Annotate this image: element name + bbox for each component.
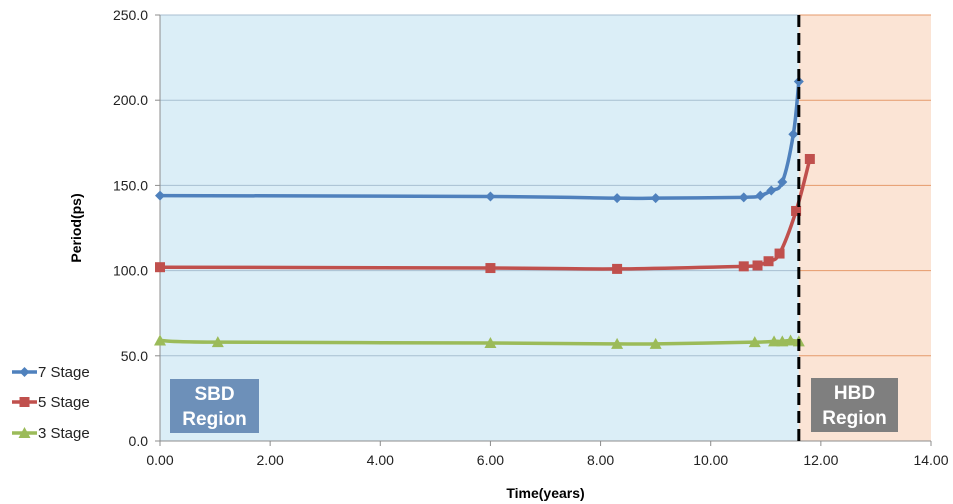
- sbd-region-label: SBD Region: [170, 379, 259, 433]
- region-label-line1: HBD: [834, 383, 875, 404]
- region-label-line2: Region: [182, 409, 246, 430]
- region-label-box: [170, 379, 259, 433]
- data-point: [484, 337, 497, 349]
- y-tick-label: 50.0: [121, 348, 148, 364]
- series-square: [155, 153, 815, 274]
- data-point: [748, 336, 761, 348]
- x-tick-label: 0.00: [146, 452, 173, 468]
- data-point: [784, 334, 797, 346]
- data-point: [155, 262, 165, 273]
- data-point: [485, 191, 496, 202]
- data-point: [755, 190, 766, 201]
- data-point: [752, 260, 763, 271]
- x-tick-label: 10.00: [693, 452, 728, 468]
- region-label-line1: SBD: [194, 384, 234, 405]
- data-point: [154, 334, 166, 346]
- y-tick-label: 250.0: [113, 7, 148, 23]
- region-labels: SBD Region HBD Region: [170, 378, 898, 433]
- data-point: [788, 129, 799, 140]
- x-tick-label: 6.00: [477, 452, 504, 468]
- data-point: [804, 153, 815, 164]
- data-series: [154, 76, 815, 349]
- series-triangle: [154, 334, 805, 349]
- data-point: [738, 192, 749, 203]
- series-diamond: [155, 76, 804, 204]
- x-tick-label: 14.00: [913, 452, 948, 468]
- data-point: [774, 248, 785, 259]
- y-tick-label: 200.0: [113, 92, 148, 108]
- legend-marker: [19, 367, 30, 377]
- y-tick-label: 150.0: [113, 177, 148, 193]
- data-point: [649, 337, 662, 349]
- data-point: [777, 176, 788, 187]
- region-label-box: [811, 378, 898, 432]
- x-axis-title: Time(years): [506, 485, 584, 501]
- data-point: [766, 185, 777, 196]
- gridlines: [160, 14, 931, 357]
- legend-item-triangle: 3 Stage: [12, 425, 90, 442]
- data-point: [768, 335, 781, 347]
- legend-marker: [18, 427, 31, 438]
- x-tick-label: 4.00: [367, 452, 394, 468]
- data-point: [612, 263, 623, 274]
- legend-label: 5 Stage: [38, 394, 90, 411]
- y-tick-label: 100.0: [113, 263, 148, 279]
- data-point: [611, 337, 624, 349]
- x-tick-label: 8.00: [587, 452, 614, 468]
- data-point: [793, 76, 804, 87]
- data-point: [763, 256, 774, 267]
- legend-label: 7 Stage: [38, 364, 90, 381]
- data-point: [612, 193, 623, 204]
- axes: 0.0 50.0 100.0 150.0 200.0 250.0 0.00 2.00 4.00 6…: [68, 7, 949, 501]
- data-point: [738, 261, 749, 272]
- legend-marker: [19, 397, 30, 407]
- data-point: [791, 205, 802, 216]
- hbd-region-area: [798, 15, 931, 441]
- regions-layer: [160, 15, 931, 441]
- data-point: [776, 335, 789, 347]
- data-point: [650, 193, 661, 204]
- data-point: [155, 190, 165, 201]
- legend-label: 3 Stage: [38, 425, 90, 442]
- x-tick-label: 12.00: [803, 452, 838, 468]
- sbd-region-area: [160, 15, 799, 441]
- data-point: [211, 336, 224, 348]
- data-point: [485, 263, 496, 274]
- legend: 7 Stage 5 Stage 3 Stage: [12, 364, 90, 442]
- hbd-region-label: HBD Region: [811, 378, 898, 432]
- y-axis-title: Period(ps): [68, 193, 84, 262]
- legend-item-diamond: 7 Stage: [12, 364, 90, 381]
- legend-item-square: 5 Stage: [12, 394, 90, 411]
- region-label-line2: Region: [822, 408, 886, 429]
- y-tick-label: 0.0: [129, 433, 149, 449]
- x-tick-label: 2.00: [257, 452, 284, 468]
- series-line: [158, 79, 801, 201]
